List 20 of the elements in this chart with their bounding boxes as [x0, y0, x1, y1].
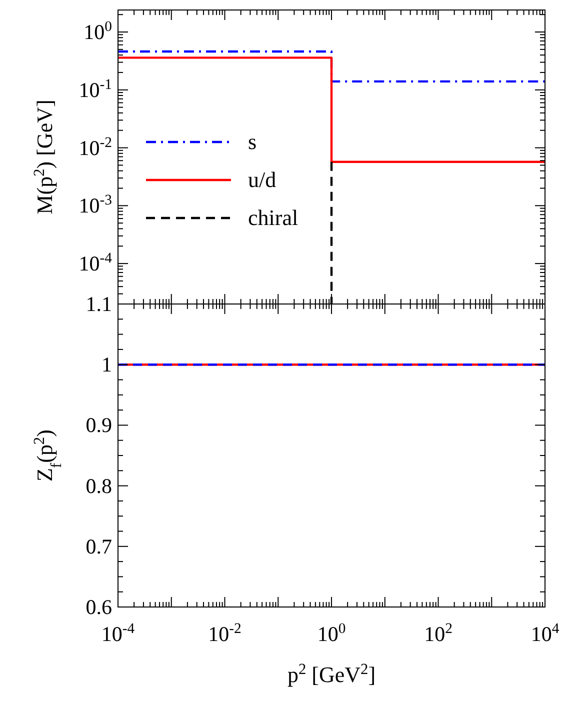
- x-tick-label: 10$^{-4}$: [101, 621, 136, 646]
- y-tick-label: 0.6: [86, 595, 112, 619]
- x-tick-label: 10$^{-2}$: [208, 621, 242, 646]
- legend-label: s: [248, 129, 257, 154]
- y-tick-label: 10$^{-2}$: [78, 134, 112, 160]
- x-axis-title: p$^{2}$ [GeV$^{2}$]: [287, 660, 376, 687]
- y-tick-label: 0.7: [86, 534, 112, 558]
- y-tick-label: 1.1: [86, 292, 112, 316]
- x-tick-label: 10$^{4}$: [530, 621, 560, 646]
- y-tick-label: 10$^{-3}$: [78, 192, 112, 218]
- legend-label: u/d: [248, 167, 276, 192]
- y-tick-label: 1: [102, 352, 112, 377]
- y-tick-label: 10$^{0}$: [84, 19, 112, 44]
- y-tick-label: 0.8: [86, 474, 112, 498]
- x-tick-label: 10$^{2}$: [424, 621, 452, 646]
- x-tick-label: 10$^{0}$: [317, 621, 346, 646]
- y-tick-label: 10$^{-4}$: [78, 250, 113, 276]
- legend-label: chiral: [248, 205, 298, 230]
- y-tick-label: 10$^{-1}$: [78, 76, 112, 102]
- y-tick-label: 0.9: [86, 413, 112, 438]
